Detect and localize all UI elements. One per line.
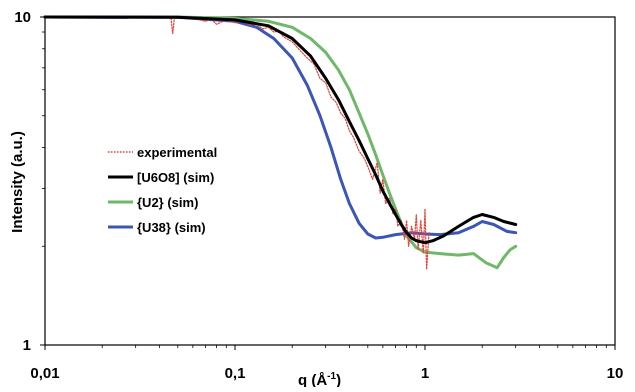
y-tick-label: 10 (14, 9, 31, 26)
y-tick-label: 1 (23, 337, 31, 354)
x-axis-title-main: q (Å (298, 372, 327, 387)
series-line-0 (168, 16, 430, 270)
legend-label: {U2} (sim) (137, 195, 198, 210)
series-line-2 (43, 15, 518, 270)
x-tick-label: 0,1 (225, 365, 246, 382)
x-tick-label: 1 (421, 365, 429, 382)
legend-label: [U6O8] (sim) (137, 170, 214, 185)
x-tick-label: 10 (607, 365, 624, 382)
x-axis-title-sup: -1 (327, 371, 336, 382)
x-tick-label: 0,01 (30, 365, 59, 382)
legend: experimental [U6O8] (sim) {U2} (sim) {U38} … (108, 145, 217, 235)
series-line-1 (43, 15, 518, 245)
tick-layer: 0,01 0,1 1 10 1 10 (14, 9, 623, 382)
legend-label: {U38} (sim) (137, 220, 206, 235)
plot-frame (44, 16, 616, 346)
series-line-3 (43, 15, 518, 240)
y-axis-title: Intensity (a.u.) (9, 131, 26, 233)
x-axis-title-close: ) (336, 372, 341, 387)
x-axis-title: q (Å-1) (298, 371, 341, 387)
legend-label: experimental (137, 145, 217, 160)
series-layer (43, 15, 518, 270)
